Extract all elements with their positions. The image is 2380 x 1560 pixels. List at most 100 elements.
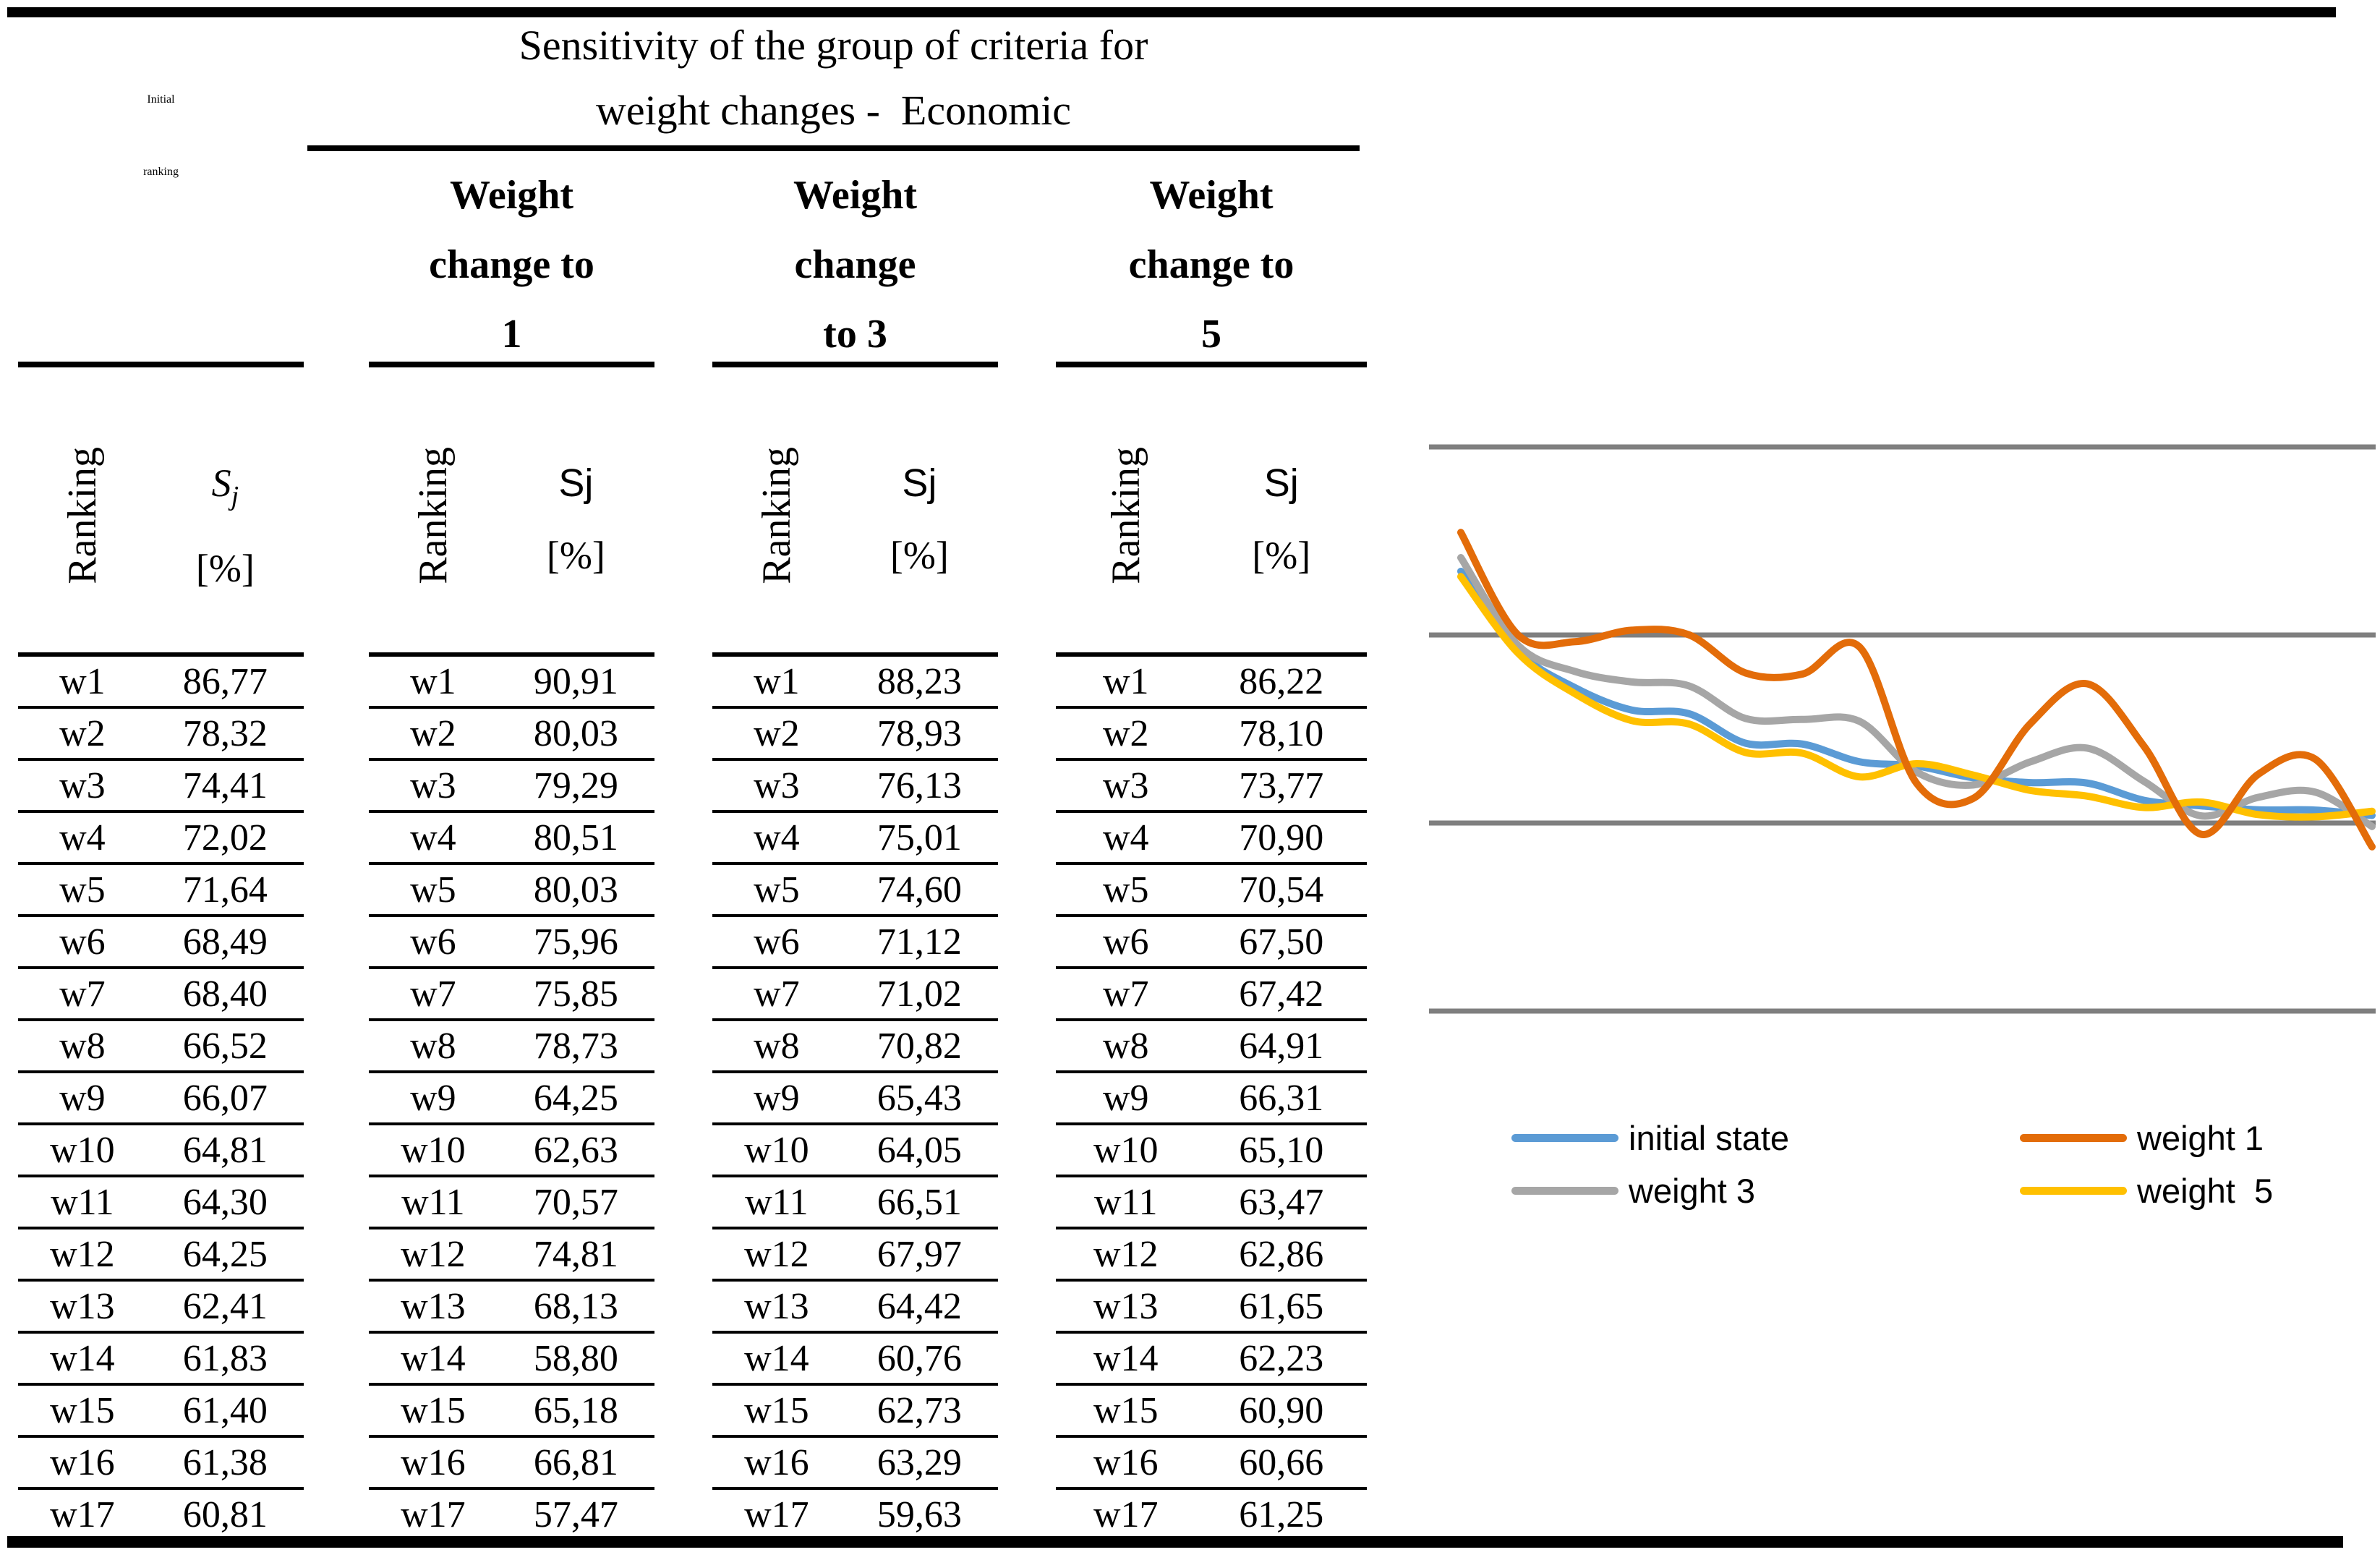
sj-value-cell: 68,40	[182, 973, 268, 1015]
sj-value-cell: 60,76	[876, 1337, 962, 1379]
ranking-header-vertical: Ranking	[1103, 446, 1148, 584]
ranking-cell: w9	[59, 1077, 106, 1119]
table-row: w16 66,81	[369, 1438, 654, 1490]
sj-value-cell: 66,07	[182, 1077, 268, 1119]
ranking-cell: w12	[50, 1233, 115, 1275]
top-border-rule	[7, 7, 2336, 17]
table-row: w9 66,31	[1056, 1073, 1367, 1125]
sj-value-cell: 62,23	[1239, 1337, 1324, 1379]
table-row: w4 80,51	[369, 813, 654, 865]
table-row: w2 80,03	[369, 709, 654, 761]
sj-symbol: Sj	[558, 461, 594, 505]
weight3-line-swatch	[1511, 1186, 1618, 1195]
sj-value-cell: 62,41	[182, 1285, 268, 1327]
ranking-cell: w7	[59, 973, 106, 1015]
table-row: w4 72,02	[18, 813, 304, 865]
sj-value-cell: 61,83	[182, 1337, 268, 1379]
table-row: w9 66,07	[18, 1073, 304, 1125]
sj-symbol: Sj	[1263, 461, 1299, 505]
table-row: w1 86,22	[1056, 657, 1367, 709]
table-row: w3 73,77	[1056, 761, 1367, 813]
table-row: w13 62,41	[18, 1282, 304, 1334]
sj-value-cell: 70,54	[1239, 869, 1324, 911]
ranking-header-wrap: Ranking	[1056, 380, 1196, 651]
sj-value-cell: 74,41	[182, 764, 268, 806]
sj-value-cell: 71,12	[876, 921, 962, 963]
sj-symbol: S	[211, 461, 231, 505]
sj-value-cell: 70,57	[533, 1181, 618, 1223]
ranking-cell: w16	[401, 1441, 466, 1483]
table-row: w11 64,30	[18, 1177, 304, 1229]
ranking-cell: w5	[410, 869, 456, 911]
ranking-cell: w4	[1102, 817, 1149, 858]
bottom-border-rule	[7, 1536, 2343, 1548]
table-row: w10 65,10	[1056, 1125, 1367, 1177]
table-row: w14 61,83	[18, 1334, 304, 1386]
ranking-cell: w15	[401, 1389, 466, 1431]
ranking-cell: w5	[59, 869, 106, 911]
ranking-cell: w13	[744, 1285, 809, 1327]
table-row: w14 60,76	[712, 1334, 998, 1386]
sj-unit: [%]	[195, 546, 255, 590]
sj-value-cell: 61,65	[1239, 1285, 1324, 1327]
table-row: w6 68,49	[18, 917, 304, 969]
sj-value-cell: 71,64	[182, 869, 268, 911]
legend-label: weight 1	[2137, 1118, 2264, 1157]
sj-unit: [%]	[1252, 534, 1311, 577]
table-row: w8 66,52	[18, 1021, 304, 1073]
ranking-cell: w4	[410, 817, 456, 858]
ranking-cell: w11	[401, 1181, 465, 1223]
column-group-weight3: Weight change to 3 Ranking Sj [%] w1 88,2…	[712, 0, 998, 1560]
ranking-cell: w4	[754, 817, 800, 858]
ranking-cell: w7	[410, 973, 456, 1015]
table-row: w17 59,63	[712, 1490, 998, 1539]
sensitivity-title-underline	[307, 145, 1360, 151]
table-row: w17 57,47	[369, 1490, 654, 1539]
column-group-weight1: Weight change to 1 Ranking Sj [%] w1 90,9…	[369, 0, 654, 1560]
group-underline	[369, 362, 654, 367]
ranking-cell: w2	[1102, 712, 1149, 754]
sj-value-cell: 60,81	[182, 1493, 268, 1535]
sj-value-cell: 68,13	[533, 1285, 618, 1327]
table-row: w17 61,25	[1056, 1490, 1367, 1539]
table-row: w13 68,13	[369, 1282, 654, 1334]
sj-value-cell: 78,93	[876, 712, 962, 754]
sj-value-cell: 61,25	[1239, 1493, 1324, 1535]
ranking-cell: w6	[754, 921, 800, 963]
ranking-cell: w10	[1093, 1129, 1159, 1171]
ranking-cell: w11	[1093, 1181, 1158, 1223]
sj-value-cell: 58,80	[533, 1337, 618, 1379]
ranking-cell: w13	[50, 1285, 115, 1327]
ranking-cell: w2	[754, 712, 800, 754]
sj-value-cell: 62,73	[876, 1389, 962, 1431]
table-rows: w1 88,23 w2 78,93 w3 76,13 w4 75,01 w5 74,60 w6 71,…	[712, 657, 998, 1539]
ranking-header-vertical: Ranking	[59, 446, 105, 584]
table-row: w7 71,02	[712, 969, 998, 1021]
ranking-cell: w16	[50, 1441, 115, 1483]
table-row: w8 78,73	[369, 1021, 654, 1073]
table-row: w4 70,90	[1056, 813, 1367, 865]
table-row: w3 76,13	[712, 761, 998, 813]
sj-column-header: Sj [%]	[841, 447, 998, 592]
sj-value-cell: 72,02	[182, 817, 268, 858]
ranking-cell: w3	[59, 764, 106, 806]
sj-value-cell: 78,73	[533, 1025, 618, 1067]
sj-column-header: Sj [%]	[498, 447, 654, 592]
sj-unit: [%]	[546, 534, 605, 577]
ranking-cell: w14	[1093, 1337, 1159, 1379]
table-row: w11 66,51	[712, 1177, 998, 1229]
sj-value-cell: 68,49	[182, 921, 268, 963]
sj-value-cell: 86,22	[1239, 660, 1324, 702]
ranking-cell: w15	[50, 1389, 115, 1431]
sj-value-cell: 86,77	[182, 660, 268, 702]
table-row: w12 67,97	[712, 1229, 998, 1282]
table-row: w2 78,10	[1056, 709, 1367, 761]
sj-value-cell: 60,90	[1239, 1389, 1324, 1431]
ranking-cell: w6	[1102, 921, 1149, 963]
ranking-cell: w2	[59, 712, 106, 754]
ranking-cell: w8	[410, 1025, 456, 1067]
table-rows: w1 86,22 w2 78,10 w3 73,77 w4 70,90 w5 70,54 w6 67,…	[1056, 657, 1367, 1539]
ranking-header-vertical: Ranking	[410, 446, 456, 584]
weight5-line-swatch	[2020, 1186, 2127, 1195]
ranking-cell: w2	[410, 712, 456, 754]
